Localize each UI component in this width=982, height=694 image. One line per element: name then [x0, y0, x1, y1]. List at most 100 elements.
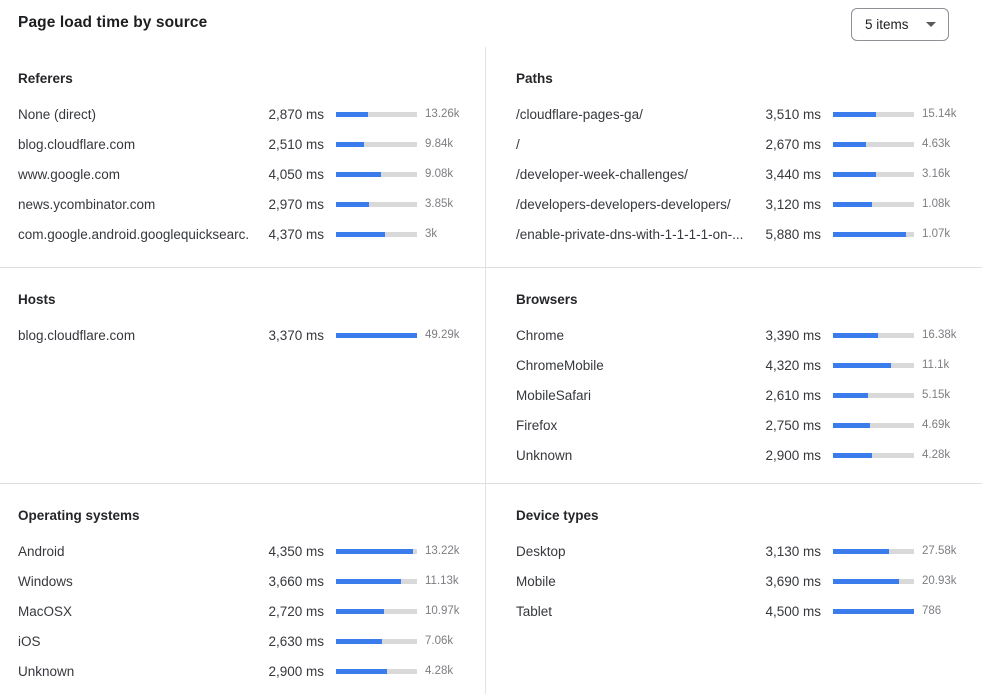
operating-systems-row[interactable]: iOS 2,630 ms 7.06k — [18, 626, 477, 656]
row-bar — [833, 578, 914, 584]
bar-fill — [336, 332, 417, 338]
row-label: MobileSafari — [516, 387, 592, 403]
row-bar — [833, 362, 914, 368]
row-count: 10.97k — [425, 605, 460, 617]
row-bar — [336, 332, 417, 338]
bar-fill — [833, 332, 879, 338]
panel-device-types: Device types Desktop 3,130 ms 27.58k Mob… — [486, 484, 982, 694]
row-time: 3,390 ms — [765, 327, 821, 343]
items-count-dropdown[interactable]: 5 items — [851, 8, 949, 41]
referers-row[interactable]: www.google.com 4,050 ms 9.08k — [18, 159, 477, 189]
referers-row[interactable]: com.google.android.googlequicksearc... 4… — [18, 219, 477, 249]
bar-fill — [833, 231, 906, 237]
paths-row[interactable]: /developers-developers-developers/ 3,120… — [516, 189, 974, 219]
hosts-row[interactable]: blog.cloudflare.com 3,370 ms 49.29k — [18, 320, 477, 350]
bar-fill — [336, 548, 413, 554]
panel-operating-systems: Operating systems Android 4,350 ms 13.22… — [0, 484, 486, 694]
paths-row[interactable]: /developer-week-challenges/ 3,440 ms 3.1… — [516, 159, 974, 189]
row-bar — [336, 608, 417, 614]
bar-fill — [833, 201, 872, 207]
operating-systems-row[interactable]: Windows 3,660 ms 11.13k — [18, 566, 477, 596]
row-label: /developers-developers-developers/ — [516, 196, 731, 212]
row-time: 4,500 ms — [765, 603, 821, 619]
row-label: blog.cloudflare.com — [18, 136, 136, 152]
referers-row[interactable]: blog.cloudflare.com 2,510 ms 9.84k — [18, 129, 477, 159]
row-count: 15.14k — [922, 108, 957, 120]
paths-row[interactable]: / 2,670 ms 4.63k — [516, 129, 974, 159]
operating-systems-row[interactable]: Android 4,350 ms 13.22k — [18, 536, 477, 566]
bar-fill — [833, 452, 872, 458]
operating-systems-row[interactable]: MacOSX 2,720 ms 10.97k — [18, 596, 477, 626]
row-time: 2,870 ms — [268, 106, 324, 122]
row-label: ChromeMobile — [516, 357, 604, 373]
browsers-row[interactable]: ChromeMobile 4,320 ms 11.1k — [516, 350, 974, 380]
row-bar — [336, 578, 417, 584]
paths-row[interactable]: /enable-private-dns-with-1-1-1-1-on-... … — [516, 219, 974, 249]
row-time: 3,660 ms — [268, 573, 324, 589]
row-count: 4.63k — [922, 138, 951, 150]
referers-row[interactable]: None (direct) 2,870 ms 13.26k — [18, 99, 477, 129]
row-count: 1.07k — [922, 228, 951, 240]
device-types-row[interactable]: Mobile 3,690 ms 20.93k — [516, 566, 974, 596]
panel-browsers: Browsers Chrome 3,390 ms 16.38k ChromeMo… — [486, 268, 982, 484]
bar-fill — [833, 362, 891, 368]
bar-fill — [336, 111, 368, 117]
row-bar — [833, 171, 914, 177]
caret-down-icon — [926, 22, 936, 27]
row-time: 2,900 ms — [268, 663, 324, 679]
row-time: 3,130 ms — [765, 543, 821, 559]
bar-fill — [833, 392, 868, 398]
browsers-row[interactable]: Firefox 2,750 ms 4.69k — [516, 410, 974, 440]
row-bar — [336, 548, 417, 554]
row-time: 4,320 ms — [765, 357, 821, 373]
bar-fill — [833, 548, 890, 554]
row-count: 7.06k — [425, 635, 454, 647]
bar-fill — [336, 171, 382, 177]
bar-fill — [336, 201, 370, 207]
row-label: www.google.com — [18, 166, 121, 182]
bar-fill — [833, 111, 877, 117]
row-label: /cloudflare-pages-ga/ — [516, 106, 643, 122]
row-label: Windows — [18, 573, 73, 589]
bar-fill — [833, 578, 900, 584]
paths-row[interactable]: /cloudflare-pages-ga/ 3,510 ms 15.14k — [516, 99, 974, 129]
card-header: Page load time by source 5 items — [0, 0, 982, 47]
row-time: 4,370 ms — [268, 226, 324, 242]
operating-systems-row[interactable]: Unknown 2,900 ms 4.28k — [18, 656, 477, 686]
panel-title-browsers: Browsers — [516, 292, 578, 307]
row-time: 2,630 ms — [268, 633, 324, 649]
row-bar — [336, 141, 417, 147]
bar-fill — [336, 141, 364, 147]
row-count: 11.13k — [425, 575, 459, 587]
bar-fill — [336, 231, 385, 237]
row-time: 5,880 ms — [765, 226, 821, 242]
browsers-row[interactable]: Unknown 2,900 ms 4.28k — [516, 440, 974, 470]
device-types-row[interactable]: Desktop 3,130 ms 27.58k — [516, 536, 974, 566]
row-count: 1.08k — [922, 198, 951, 210]
row-label: Chrome — [516, 327, 565, 343]
bar-fill — [336, 668, 388, 674]
row-label: Firefox — [516, 417, 558, 433]
row-count: 3.16k — [922, 168, 951, 180]
row-count: 3.85k — [425, 198, 454, 210]
row-bar — [833, 422, 914, 428]
browsers-row[interactable]: MobileSafari 2,610 ms 5.15k — [516, 380, 974, 410]
row-time: 3,370 ms — [268, 327, 324, 343]
bar-fill — [336, 578, 401, 584]
device-types-row[interactable]: Tablet 4,500 ms 786 — [516, 596, 974, 626]
row-bar — [833, 111, 914, 117]
row-time: 2,610 ms — [765, 387, 821, 403]
row-count: 4.28k — [425, 665, 454, 677]
row-bar — [336, 668, 417, 674]
row-count: 3k — [425, 228, 438, 240]
row-label: iOS — [18, 633, 41, 649]
browsers-row[interactable]: Chrome 3,390 ms 16.38k — [516, 320, 974, 350]
row-count: 4.69k — [922, 419, 951, 431]
row-bar — [336, 638, 417, 644]
bar-fill — [336, 638, 383, 644]
row-time: 2,720 ms — [268, 603, 324, 619]
referers-row[interactable]: news.ycombinator.com 2,970 ms 3.85k — [18, 189, 477, 219]
row-count: 49.29k — [425, 329, 460, 341]
row-count: 11.1k — [922, 359, 950, 371]
